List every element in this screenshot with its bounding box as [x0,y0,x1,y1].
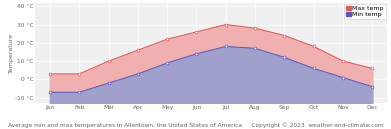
Point [164,62,170,64]
Point [369,86,375,88]
Legend: Max temp, Min temp: Max temp, Min temp [344,4,386,19]
Point [252,47,258,49]
Point [282,56,288,58]
Point [252,27,258,29]
Point [135,49,141,51]
Point [105,60,112,62]
Point [164,38,170,40]
Point [76,91,82,93]
Point [369,67,375,70]
Point [223,45,229,47]
Point [193,53,199,55]
Point [47,73,53,75]
Text: Average min and max temperatures in Allentown, the United States of America     : Average min and max temperatures in Alle… [8,122,383,128]
Point [193,31,199,33]
Point [310,67,317,70]
Point [105,82,112,84]
Y-axis label: Temperature: Temperature [9,33,14,73]
Point [223,23,229,26]
Point [340,76,346,79]
Point [135,73,141,75]
Point [76,73,82,75]
Point [47,91,53,93]
Point [282,34,288,37]
Point [310,45,317,47]
Point [340,60,346,62]
